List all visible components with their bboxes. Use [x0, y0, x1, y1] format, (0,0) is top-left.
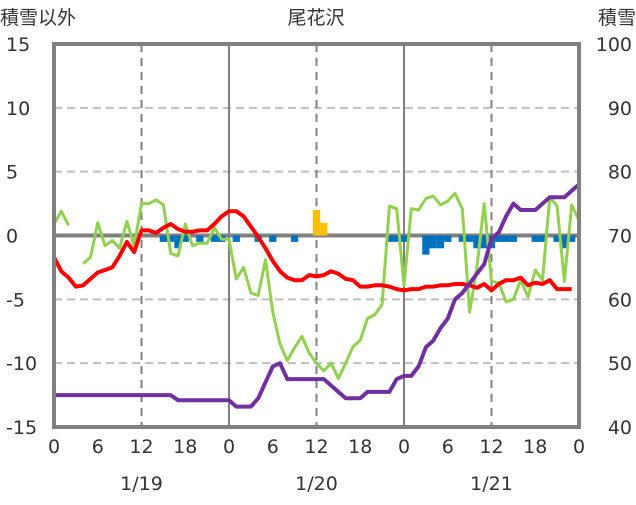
precip-bar	[181, 235, 189, 242]
date-label: 1/21	[470, 473, 513, 495]
precip-bar	[422, 235, 430, 255]
precip-bar	[436, 235, 445, 249]
date-label: 1/20	[295, 473, 338, 495]
precip-bar	[167, 235, 175, 242]
precip-bar	[538, 235, 547, 242]
precip-bar	[480, 235, 488, 249]
precip-bar	[509, 235, 518, 242]
right-axis-title: 積雪	[598, 7, 636, 29]
temperature-line	[52, 209, 572, 293]
x-tick-label: 6	[92, 436, 104, 458]
x-tick-label: 6	[442, 436, 454, 458]
precip-bar	[232, 235, 240, 242]
precip-bar	[196, 235, 204, 242]
precip-bar	[210, 235, 219, 242]
y-tick-left: -10	[6, 353, 37, 375]
precip-bar	[531, 235, 539, 242]
y-tick-right: 50	[608, 353, 632, 375]
snow_depth-line	[54, 182, 581, 409]
x-tick-label: 0	[223, 436, 235, 458]
precip-bar	[495, 235, 503, 242]
y-tick-right: 60	[608, 289, 632, 311]
precip-bar	[174, 235, 182, 249]
precip-bar	[400, 235, 408, 242]
y-tick-left: 10	[6, 98, 30, 120]
lines	[52, 182, 581, 409]
precip-bar	[473, 235, 481, 249]
precip-bar	[429, 235, 437, 249]
date-label: 1/19	[120, 473, 163, 495]
y-tick-left: -5	[6, 289, 25, 311]
x-tick-label: 18	[348, 436, 372, 458]
y-tick-right: 40	[608, 417, 632, 439]
x-tick-label: 0	[398, 436, 410, 458]
precip-bar	[312, 209, 321, 236]
y-tick-left: 5	[6, 162, 18, 184]
precip-bar	[393, 235, 401, 242]
x-tick-label: 12	[479, 436, 503, 458]
y-tick-left: 15	[6, 34, 30, 56]
precip-bar	[458, 235, 466, 242]
plot-frame	[52, 42, 581, 429]
chart-title: 尾花沢	[287, 7, 344, 29]
x-tick-label: 0	[48, 436, 60, 458]
green-line	[52, 191, 581, 380]
y-tick-right: 70	[608, 226, 632, 248]
precip-bar	[560, 235, 569, 249]
x-tick-label: 0	[573, 436, 585, 458]
precip-bar	[320, 222, 328, 236]
precip-bar	[159, 235, 168, 242]
x-tick-label: 12	[129, 436, 153, 458]
x-tick-label: 6	[267, 436, 279, 458]
precip-bar	[553, 235, 561, 242]
precip-bar	[465, 235, 474, 242]
x-tick-label: 12	[304, 436, 328, 458]
precip-bar	[502, 235, 510, 242]
left-axis-title: 積雪以外	[0, 7, 76, 29]
y-tick-right: 80	[608, 162, 632, 184]
x-tick-label: 18	[173, 436, 197, 458]
y-tick-right: 100	[596, 34, 632, 56]
precip-bar	[444, 235, 452, 242]
precip-bar	[385, 235, 394, 242]
y-tick-left: -15	[6, 417, 37, 439]
precip-bar	[269, 235, 277, 242]
y-tick-right: 90	[608, 98, 632, 120]
y-tick-left: 0	[6, 226, 18, 248]
x-tick-label: 18	[523, 436, 547, 458]
precip-bar	[568, 235, 576, 242]
precip-bar	[290, 235, 299, 242]
